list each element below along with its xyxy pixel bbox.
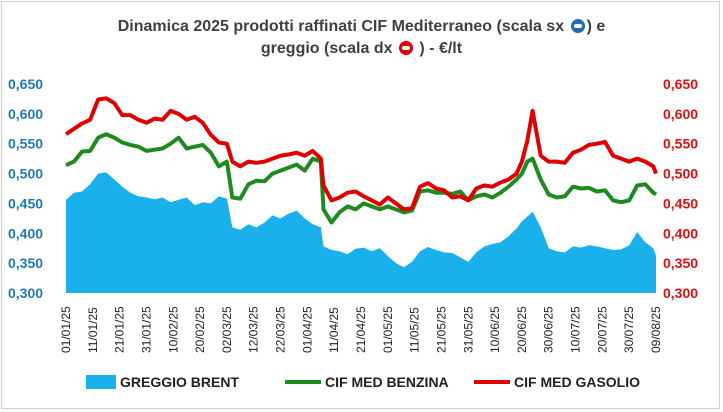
x-axis-tick-label: 10/06/25 bbox=[488, 306, 502, 353]
x-axis-tick-label: 20/02/25 bbox=[193, 306, 207, 353]
chart-title-text-2: ) e bbox=[586, 18, 606, 35]
left-axis-tick-label: 0,550 bbox=[8, 136, 43, 152]
x-axis-tick-label: 20/07/25 bbox=[595, 306, 609, 353]
x-axis-tick-label: 21/01/25 bbox=[113, 306, 127, 353]
right-axis-tick-label: 0,350 bbox=[663, 255, 698, 271]
series-area-greggio-brent bbox=[66, 172, 656, 293]
left-axis-tick-label: 0,500 bbox=[8, 166, 43, 182]
legend: GREGGIO BRENT CIF MED BENZINA CIF MED GASO… bbox=[86, 374, 640, 390]
chart-title-text-4: ) - €/lt bbox=[419, 40, 463, 57]
right-scale-badge-icon bbox=[398, 41, 413, 55]
area-layer bbox=[66, 172, 656, 293]
x-axis-tick-label: 01/01/25 bbox=[59, 306, 73, 353]
x-axis-tick-label: 02/03/25 bbox=[220, 306, 234, 353]
left-axis-tick-label: 0,600 bbox=[8, 106, 43, 122]
right-axis-tick-label: 0,500 bbox=[663, 166, 698, 182]
right-axis-tick-label: 0,550 bbox=[663, 136, 698, 152]
x-axis-tick-label: 22/03/25 bbox=[274, 306, 288, 353]
left-axis-tick-label: 0,300 bbox=[8, 285, 43, 301]
x-axis-tick-label: 31/05/25 bbox=[461, 306, 475, 353]
right-axis-ticks: 0,300 0,350 0,400 0,450 0,500 0,550 0,600 0,650 bbox=[663, 76, 698, 301]
left-axis-tick-label: 0,450 bbox=[8, 195, 43, 211]
legend-label-greggio-brent: GREGGIO BRENT bbox=[120, 374, 239, 390]
chart-title-text-1: Dinamica 2025 prodotti raffinati CIF Med… bbox=[117, 18, 565, 35]
right-axis-tick-label: 0,400 bbox=[663, 225, 698, 241]
left-axis-tick-label: 0,350 bbox=[8, 255, 43, 271]
legend-label-cif-med-benzina: CIF MED BENZINA bbox=[325, 374, 449, 390]
x-axis-tick-label: 21/04/25 bbox=[354, 306, 368, 353]
x-axis-tick-label: 01/05/25 bbox=[381, 306, 395, 353]
right-axis-tick-label: 0,450 bbox=[663, 195, 698, 211]
x-axis-tick-label: 11/01/25 bbox=[86, 307, 100, 353]
x-axis-tick-label: 20/06/25 bbox=[515, 306, 529, 353]
lines-layer bbox=[64, 96, 658, 225]
x-axis-tick-label: 30/06/25 bbox=[542, 306, 556, 353]
left-axis-tick-label: 0,650 bbox=[8, 76, 43, 92]
series-line-cif-med-gasolio bbox=[64, 96, 658, 212]
x-axis-tick-label: 11/05/25 bbox=[408, 307, 422, 353]
legend-label-cif-med-gasolio: CIF MED GASOLIO bbox=[514, 374, 640, 390]
left-scale-badge-icon bbox=[570, 19, 585, 33]
chart-title-text-3: greggio (scala dx bbox=[260, 40, 393, 57]
chart-title-line-1: Dinamica 2025 prodotti raffinati CIF Med… bbox=[0, 16, 723, 38]
left-axis-tick-label: 0,400 bbox=[8, 225, 43, 241]
right-axis-tick-label: 0,300 bbox=[663, 285, 698, 301]
x-axis-tick-label: 21/05/25 bbox=[435, 306, 449, 353]
x-axis-tick-label: 12/03/25 bbox=[247, 306, 261, 353]
series-line-cif-med-benzina bbox=[65, 132, 658, 225]
x-axis-tick-label: 30/07/25 bbox=[622, 306, 636, 353]
x-axis-tick-label: 01/04/25 bbox=[300, 306, 314, 353]
left-axis-ticks: 0,300 0,350 0,400 0,450 0,500 0,550 0,600 0,650 bbox=[8, 76, 43, 301]
x-axis-tick-label: 10/02/25 bbox=[166, 306, 180, 353]
legend-swatch-greggio-brent bbox=[86, 375, 116, 389]
x-axis-tick-label: 31/01/25 bbox=[140, 306, 154, 353]
x-axis-ticks: 01/01/25 11/01/25 21/01/25 31/01/25 10/02/25… bbox=[59, 306, 663, 353]
right-axis-tick-label: 0,650 bbox=[663, 76, 698, 92]
right-axis-tick-label: 0,600 bbox=[663, 106, 698, 122]
chart-title-line-2: greggio (scala dx ) - €/lt bbox=[0, 38, 723, 60]
x-axis-tick-label: 10/07/25 bbox=[569, 306, 583, 353]
x-axis-tick-label: 11/04/25 bbox=[327, 307, 341, 353]
x-axis-tick-label: 09/08/25 bbox=[649, 306, 663, 353]
